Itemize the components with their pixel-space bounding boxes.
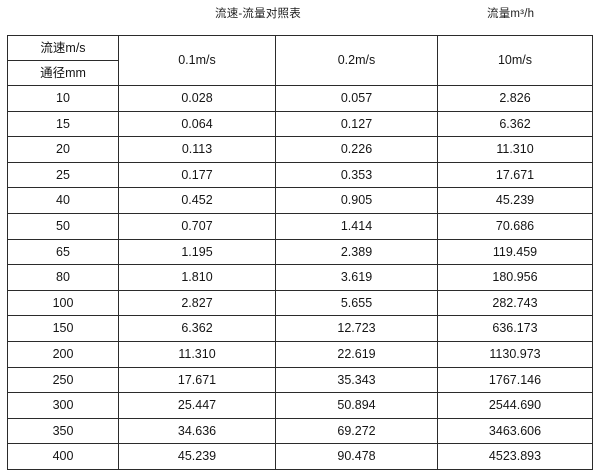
corner-stack: 流速m/s 通径mm	[8, 36, 118, 85]
cell-v10: 2.826	[437, 85, 593, 112]
cell-v02: 50.894	[275, 392, 438, 419]
table-row: 350 34.636 69.272 3463.606	[7, 417, 593, 445]
cell-dn: 250	[7, 366, 119, 394]
table-row: 250 17.671 35.343 1767.146	[7, 366, 593, 394]
cell-dn: 65	[7, 238, 119, 266]
cell-v02: 1.414	[275, 212, 438, 240]
table-row: 65 1.195 2.389 119.459	[7, 238, 593, 266]
table-row: 300 25.447 50.894 2544.690	[7, 392, 593, 419]
cell-v10: 11.310	[437, 136, 593, 163]
corner-diameter-label: 通径mm	[40, 66, 86, 80]
cell-v10: 119.459	[437, 238, 593, 266]
column-header-v02: 0.2m/s	[275, 35, 438, 86]
cell-dn: 20	[7, 136, 119, 163]
table-row: 20 0.113 0.226 11.310	[7, 136, 593, 163]
cell-v10: 1767.146	[437, 366, 593, 394]
table-row: 25 0.177 0.353 17.671	[7, 161, 593, 189]
cell-v10: 180.956	[437, 264, 593, 291]
cell-v10: 3463.606	[437, 417, 593, 445]
cell-v02: 0.905	[275, 187, 438, 214]
cell-dn: 400	[7, 443, 119, 470]
corner-velocity-label: 流速m/s	[8, 36, 118, 61]
column-header-v10: 10m/s	[437, 35, 593, 86]
cell-v10: 2544.690	[437, 392, 593, 419]
cell-v10: 6.362	[437, 110, 593, 138]
cell-dn: 15	[7, 110, 119, 138]
cell-v10: 636.173	[437, 315, 593, 342]
table-row: 200 11.310 22.619 1130.973	[7, 340, 593, 368]
table-row: 50 0.707 1.414 70.686	[7, 212, 593, 240]
cell-v01: 11.310	[118, 340, 276, 368]
cell-v10: 45.239	[437, 187, 593, 214]
flow-rate-table-wrapper: 流速m/s 通径mm 0.1m/s 0.2m/s 10m/s 10 0.028 …	[7, 35, 593, 470]
cell-v01: 6.362	[118, 315, 276, 342]
cell-v10: 4523.893	[437, 443, 593, 470]
unit-title: 流量m³/h	[487, 8, 535, 20]
table-row: 10 0.028 0.057 2.826	[7, 85, 593, 112]
flow-rate-table: 流速m/s 通径mm 0.1m/s 0.2m/s 10m/s 10 0.028 …	[7, 35, 593, 470]
cell-v02: 0.353	[275, 161, 438, 189]
cell-dn: 200	[7, 340, 119, 368]
table-row: 150 6.362 12.723 636.173	[7, 315, 593, 342]
cell-dn: 100	[7, 289, 119, 317]
cell-v10: 1130.973	[437, 340, 593, 368]
table-row: 15 0.064 0.127 6.362	[7, 110, 593, 138]
cell-v01: 17.671	[118, 366, 276, 394]
cell-v01: 1.810	[118, 264, 276, 291]
cell-dn: 80	[7, 264, 119, 291]
cell-v02: 5.655	[275, 289, 438, 317]
cell-v02: 2.389	[275, 238, 438, 266]
column-header-v01: 0.1m/s	[118, 35, 276, 86]
titles-bar: 流速-流量对照表 流量m³/h	[0, 0, 600, 30]
cell-v10: 17.671	[437, 161, 593, 189]
cell-v01: 0.028	[118, 85, 276, 112]
table-corner-header: 流速m/s 通径mm	[7, 35, 119, 86]
cell-v02: 3.619	[275, 264, 438, 291]
cell-v02: 35.343	[275, 366, 438, 394]
table-row: 40 0.452 0.905 45.239	[7, 187, 593, 214]
cell-v02: 22.619	[275, 340, 438, 368]
cell-v01: 0.177	[118, 161, 276, 189]
cell-v02: 0.127	[275, 110, 438, 138]
cell-v01: 0.064	[118, 110, 276, 138]
cell-v01: 2.827	[118, 289, 276, 317]
cell-dn: 300	[7, 392, 119, 419]
cell-v10: 282.743	[437, 289, 593, 317]
table-body: 流速m/s 通径mm 0.1m/s 0.2m/s 10m/s 10 0.028 …	[7, 35, 593, 470]
cell-dn: 150	[7, 315, 119, 342]
cell-v02: 69.272	[275, 417, 438, 445]
table-row: 100 2.827 5.655 282.743	[7, 289, 593, 317]
cell-v01: 0.707	[118, 212, 276, 240]
cell-v01: 1.195	[118, 238, 276, 266]
table-row: 400 45.239 90.478 4523.893	[7, 443, 593, 470]
cell-v01: 34.636	[118, 417, 276, 445]
cell-v01: 25.447	[118, 392, 276, 419]
cell-v02: 12.723	[275, 315, 438, 342]
table-header-row: 流速m/s 通径mm 0.1m/s 0.2m/s 10m/s	[7, 35, 593, 86]
cell-dn: 10	[7, 85, 119, 112]
cell-dn: 40	[7, 187, 119, 214]
cell-dn: 50	[7, 212, 119, 240]
page-title: 流速-流量对照表	[215, 8, 301, 20]
table-row: 80 1.810 3.619 180.956	[7, 264, 593, 291]
cell-v02: 0.057	[275, 85, 438, 112]
cell-v02: 0.226	[275, 136, 438, 163]
cell-dn: 350	[7, 417, 119, 445]
cell-v01: 0.452	[118, 187, 276, 214]
cell-v10: 70.686	[437, 212, 593, 240]
cell-dn: 25	[7, 161, 119, 189]
cell-v01: 0.113	[118, 136, 276, 163]
